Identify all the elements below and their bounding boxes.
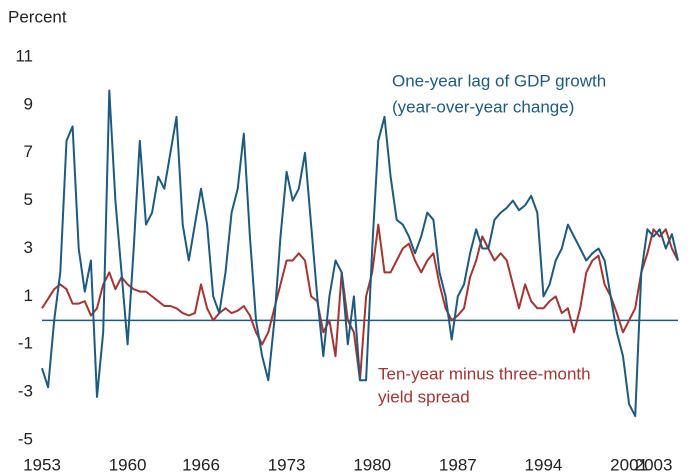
y-tick-label: 1 — [24, 286, 33, 305]
x-tick-label: 1973 — [268, 455, 306, 474]
y-tick-label: 3 — [24, 238, 33, 257]
data-line — [41, 89, 679, 418]
y-tick-label: 5 — [24, 190, 33, 209]
x-tick-label: 1966 — [182, 455, 220, 474]
y-tick-label: 7 — [24, 142, 33, 161]
y-axis-label: Percent — [8, 7, 67, 26]
annotation: Ten-year minus three-month — [378, 364, 591, 383]
data-line — [41, 223, 679, 382]
annotation: yield spread — [378, 387, 470, 406]
y-tick-label: -1 — [18, 334, 33, 353]
x-tick-label: 1980 — [353, 455, 391, 474]
annotation: (year-over-year change) — [392, 97, 574, 116]
y-tick-label: 11 — [15, 46, 33, 65]
x-tick-label: 1953 — [23, 455, 61, 474]
x-tick-label: 2003 — [635, 455, 673, 474]
y-tick-label: -5 — [18, 429, 33, 448]
y-tick-label: 9 — [24, 94, 33, 113]
x-tick-label: 2001 — [610, 455, 648, 474]
x-tick-label: 1987 — [439, 455, 477, 474]
annotation: One-year lag of GDP growth — [392, 71, 606, 90]
x-tick-label: 1960 — [109, 455, 147, 474]
y-tick-label: -3 — [18, 382, 33, 401]
x-tick-label: 1994 — [525, 455, 563, 474]
